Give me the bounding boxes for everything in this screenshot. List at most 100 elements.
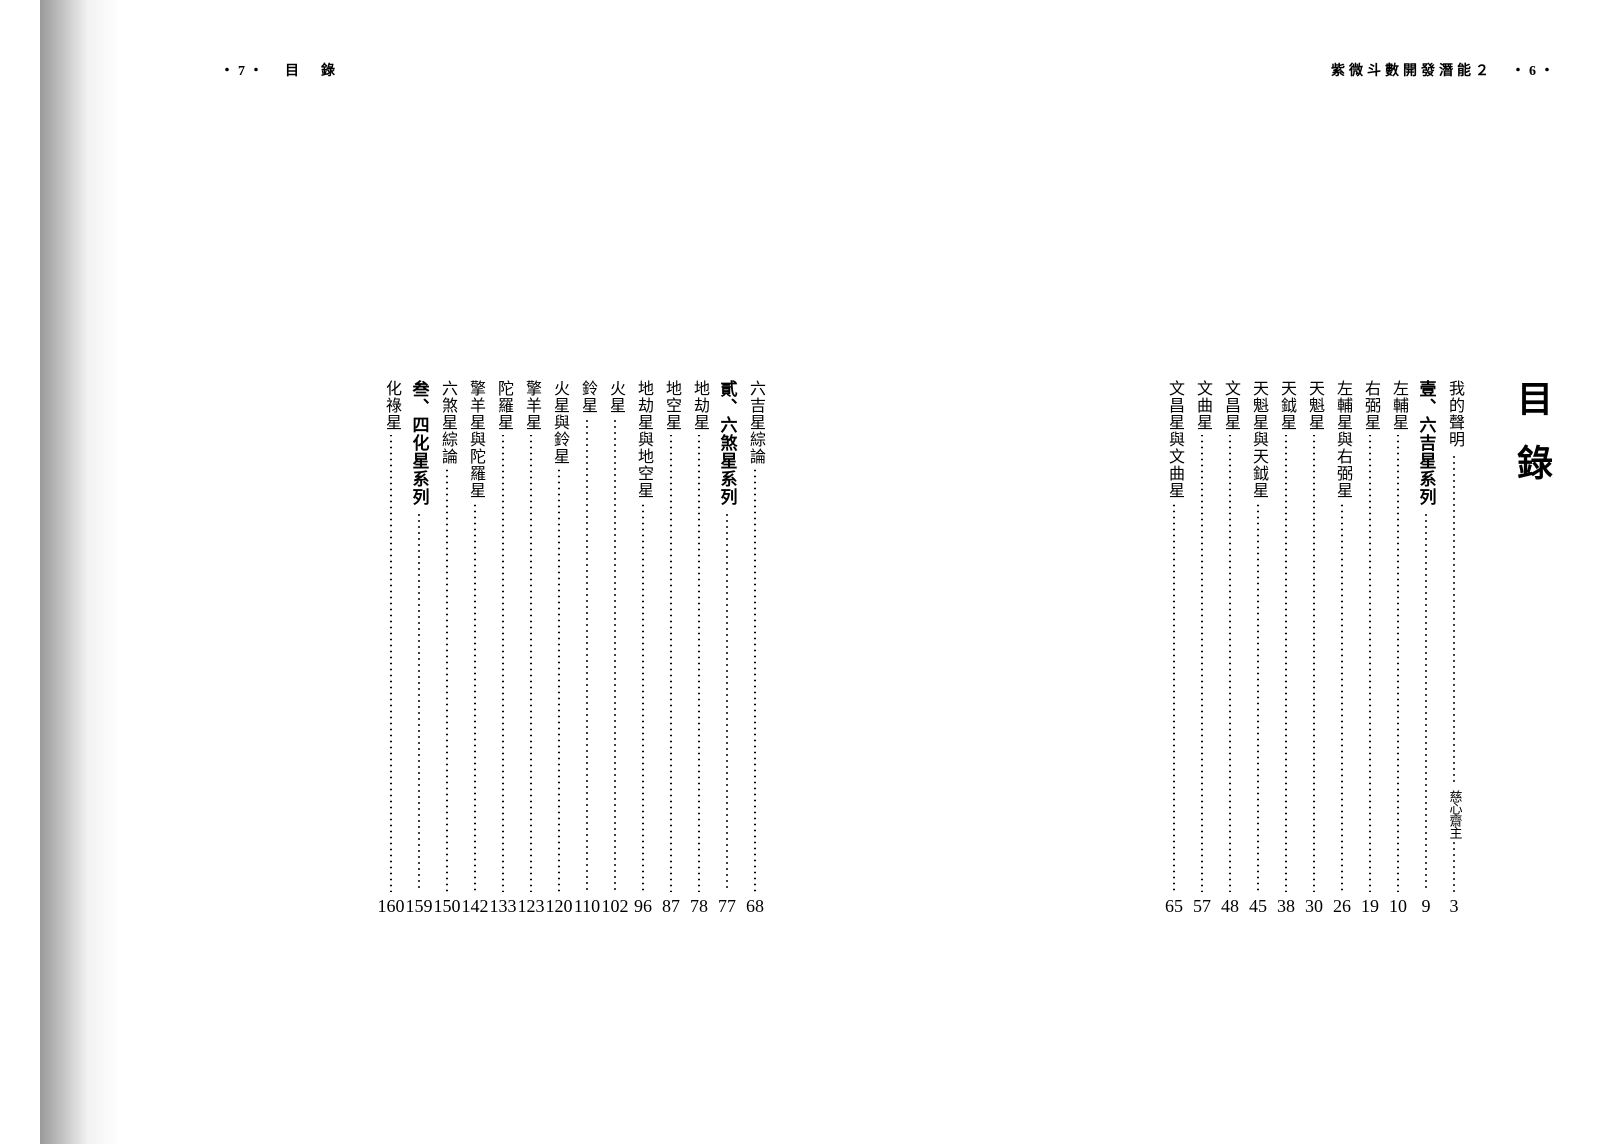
toc-entry-label: 我的聲明 xyxy=(1442,380,1466,448)
toc-entry-label: 陀羅星 xyxy=(491,380,515,431)
toc-entry-label: 左輔星與右弼星 xyxy=(1330,380,1354,499)
toc-entry: 右弼星19 xyxy=(1356,380,1384,920)
toc-entry: 火星 102 xyxy=(601,380,629,920)
toc-entry: 火星與鈴星 120 xyxy=(545,380,573,920)
toc-entry: 六吉星綜論 68 xyxy=(741,380,769,920)
toc-dots-leader xyxy=(1313,435,1315,892)
toc-entry: 貳、六煞星系列 77 xyxy=(713,380,741,920)
toc-entry-page: 48 xyxy=(1221,896,1239,920)
toc-dots-leader xyxy=(726,510,728,892)
toc-entry-page: 77 xyxy=(718,896,736,920)
toc-entry: 擎羊星 123 xyxy=(517,380,545,920)
right-page-header: 紫微斗數開發潛能２ ・6・ xyxy=(1331,60,1558,80)
left-page-header: ・7・ 目 錄 xyxy=(220,60,339,80)
toc-main-title: 目錄 xyxy=(1506,380,1558,508)
toc-dots-leader xyxy=(698,435,700,892)
toc-entry-label: 擎羊星與陀羅星 xyxy=(463,380,487,499)
toc-dots-leader xyxy=(1173,503,1175,892)
toc-dots-leader xyxy=(502,435,504,892)
toc-entry-page: 10 xyxy=(1389,896,1407,920)
toc-entry-label: 貳、六煞星系列 xyxy=(715,380,740,506)
toc-entry-page: 26 xyxy=(1333,896,1351,920)
toc-entry: 化祿星160 xyxy=(377,380,405,920)
toc-entry: 天鉞星 38 xyxy=(1272,380,1300,920)
toc-entry-page: 159 xyxy=(406,896,433,920)
toc-dots-leader xyxy=(1341,503,1343,892)
toc-dots-leader xyxy=(418,510,420,892)
toc-entry: 文曲星57 xyxy=(1188,380,1216,920)
toc-entry-label: 六吉星綜論 xyxy=(743,380,767,465)
toc-dots-leader xyxy=(558,469,560,892)
toc-entry-label: 地空星 xyxy=(659,380,683,431)
toc-dots-leader xyxy=(670,435,672,892)
toc-entry: 鈴星110 xyxy=(573,380,601,920)
scan-shadow xyxy=(40,0,120,1144)
toc-entry: 陀羅星 133 xyxy=(489,380,517,920)
toc-entry-trail: 慈心齋主 xyxy=(1449,790,1462,838)
toc-dots-leader xyxy=(474,503,476,892)
toc-entry-page: 150 xyxy=(434,896,461,920)
toc-dots-leader xyxy=(530,435,532,892)
toc-entry-page: 120 xyxy=(546,896,573,920)
toc-entry-page: 142 xyxy=(462,896,489,920)
toc-entry: 我的聲明慈心齋主 3 xyxy=(1440,380,1468,920)
toc-dots-leader xyxy=(1397,435,1399,892)
toc-dots-leader xyxy=(1201,435,1203,892)
toc-entry: 地空星 87 xyxy=(657,380,685,920)
toc-entry-page: 87 xyxy=(662,896,680,920)
toc-dots-leader xyxy=(1229,435,1231,892)
toc-dots-leader xyxy=(1285,435,1287,892)
toc-dots-leader xyxy=(1453,842,1455,892)
toc-entry-label: 鈴星 xyxy=(575,380,599,414)
toc-entry-page: 96 xyxy=(634,896,652,920)
toc-entry: 壹、六吉星系列9 xyxy=(1412,380,1440,920)
toc-entry-page: 3 xyxy=(1450,896,1459,920)
toc-entry-label: 火星與鈴星 xyxy=(547,380,571,465)
toc-entry: 天魁星 30 xyxy=(1300,380,1328,920)
toc-entry: 文昌星與文曲星65 xyxy=(1160,380,1188,920)
toc-entry-page: 123 xyxy=(518,896,545,920)
toc-entry-label: 叁、四化星系列 xyxy=(407,380,432,506)
toc-dots-leader xyxy=(1257,503,1259,892)
toc-entry: 地劫星 78 xyxy=(685,380,713,920)
toc-entry-label: 火星 xyxy=(603,380,627,414)
toc-entry: 天魁星與天鉞星45 xyxy=(1244,380,1272,920)
toc-right-container: 我的聲明慈心齋主 3 壹、六吉星系列9左輔星 10右弼星19左輔星與右弼星 26 天魁星 3… xyxy=(1160,380,1468,920)
toc-dots-leader xyxy=(390,435,392,892)
toc-dots-leader xyxy=(586,418,588,892)
toc-entry-label: 天魁星與天鉞星 xyxy=(1246,380,1270,499)
toc-entry: 地劫星與地空星 96 xyxy=(629,380,657,920)
toc-entry: 擎羊星與陀羅星 142 xyxy=(461,380,489,920)
toc-entry-label: 地劫星與地空星 xyxy=(631,380,655,499)
toc-entry-page: 38 xyxy=(1277,896,1295,920)
toc-entry-label: 天鉞星 xyxy=(1274,380,1298,431)
toc-left-container: 六吉星綜論 68 貳、六煞星系列 77 地劫星 78 地空星 87 地劫星與地空星 96 火星 102… xyxy=(377,380,769,920)
toc-entry-page: 68 xyxy=(746,896,764,920)
toc-dots-leader xyxy=(446,469,448,892)
toc-entry-label: 擎羊星 xyxy=(519,380,543,431)
toc-dots-leader xyxy=(754,469,756,892)
toc-entry-label: 左輔星 xyxy=(1386,380,1410,431)
toc-entry-label: 文曲星 xyxy=(1190,380,1214,431)
toc-entry-label: 天魁星 xyxy=(1302,380,1326,431)
right-page: 紫微斗數開發潛能２ ・6・ 目錄 我的聲明慈心齋主3壹、六吉星系列9左輔星10右… xyxy=(809,0,1618,1144)
toc-entry-label: 文昌星與文曲星 xyxy=(1162,380,1186,499)
toc-entry-label: 地劫星 xyxy=(687,380,711,431)
toc-entry-page: 102 xyxy=(602,896,629,920)
toc-entry: 叁、四化星系列 159 xyxy=(405,380,433,920)
toc-entry-page: 133 xyxy=(490,896,517,920)
left-page: ・7・ 目 錄 六吉星綜論68貳、六煞星系列77地劫星78地空星87地劫星與地空… xyxy=(0,0,809,1144)
toc-dots-leader xyxy=(614,418,616,892)
toc-entry-page: 9 xyxy=(1422,896,1431,920)
toc-entry: 左輔星與右弼星 26 xyxy=(1328,380,1356,920)
toc-dots-leader xyxy=(642,503,644,892)
toc-entry-label: 右弼星 xyxy=(1358,380,1382,431)
toc-entry-page: 78 xyxy=(690,896,708,920)
toc-entry-label: 文昌星 xyxy=(1218,380,1242,431)
toc-entry: 文昌星 48 xyxy=(1216,380,1244,920)
toc-entry: 左輔星 10 xyxy=(1384,380,1412,920)
toc-dots-leader xyxy=(1425,510,1427,892)
toc-entry-page: 160 xyxy=(378,896,405,920)
toc-entry-page: 30 xyxy=(1305,896,1323,920)
toc-dots-leader xyxy=(1453,452,1455,786)
